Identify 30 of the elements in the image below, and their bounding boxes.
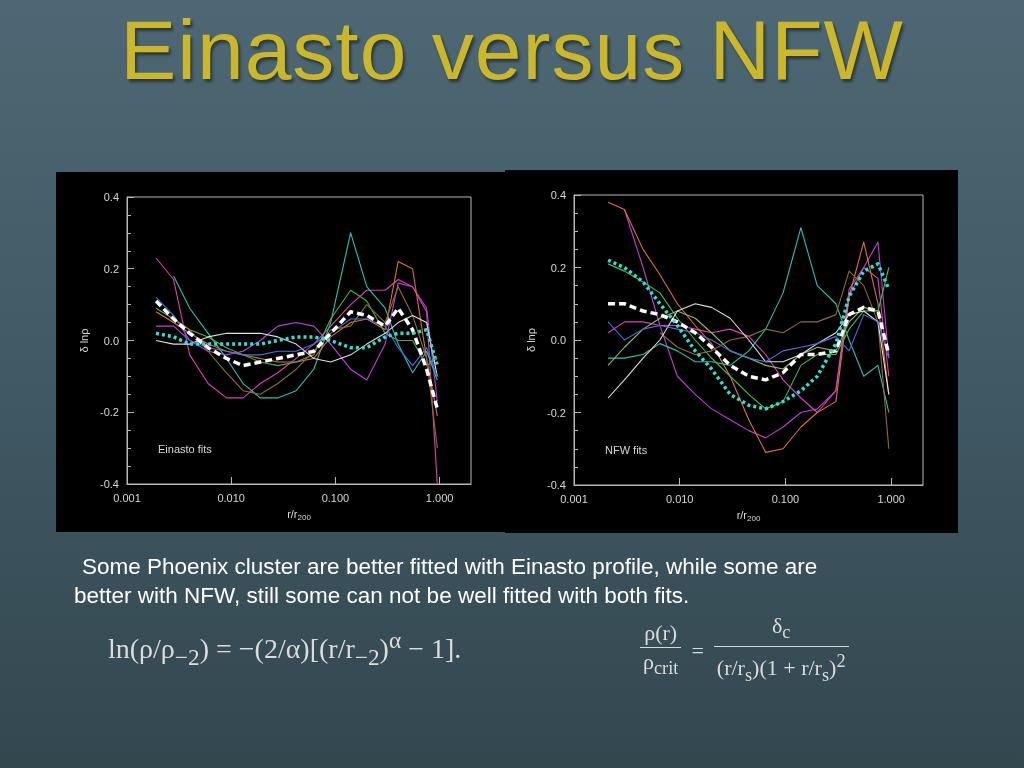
text: (r/r$_{s}$)(1 + r/r$_{s}$)$^{2}$ (715, 650, 847, 688)
x-tick-label: 0.100 (771, 492, 800, 505)
y-axis-title: δ lnρ (77, 328, 90, 353)
x-tick-label: 0.010 (665, 492, 694, 505)
y-tick-label: 0.2 (103, 262, 119, 275)
y-tick-label: 0.0 (103, 334, 119, 347)
text: ρ$_{crit}$ (642, 648, 680, 681)
y-tick-label: -0.4 (547, 479, 566, 491)
y-tick-label: 0.2 (550, 261, 566, 274)
chart-title: Einasto versus NFW (119, 2, 905, 99)
x-tick-label: 1.000 (877, 492, 905, 505)
text: Some Phoenix cluster are better fitted with Einasto profile, while some are better with NFW, still some can not be well fitted with both fits. (74, 553, 819, 610)
text: = (691, 637, 704, 664)
annotation: NFW fits (605, 443, 648, 456)
text: ln(ρ/ρ$_{−2}$) = −(2/α)[(r/r$_{−2}$)$^{α}$ − 1]. (108, 627, 462, 671)
x-tick-label: 0.001 (113, 491, 141, 504)
x-tick-label: 0.010 (217, 491, 245, 504)
annotation: Einasto fits (158, 442, 213, 455)
y-axis-title: δ lnρ (524, 328, 537, 352)
y-tick-label: -0.2 (547, 406, 566, 419)
x-tick-label: 1.000 (425, 491, 454, 504)
y-tick-label: 0.4 (103, 191, 119, 203)
y-tick-label: 0.4 (550, 189, 566, 201)
x-tick-label: 0.100 (321, 491, 350, 504)
x-tick-label: 0.001 (560, 492, 588, 505)
y-tick-label: -0.2 (100, 406, 119, 419)
y-tick-label: 0.0 (550, 334, 566, 346)
text: δ$_{c}$ (770, 613, 792, 645)
text: ρ(r) (643, 619, 679, 645)
y-tick-label: -0.4 (100, 478, 119, 490)
